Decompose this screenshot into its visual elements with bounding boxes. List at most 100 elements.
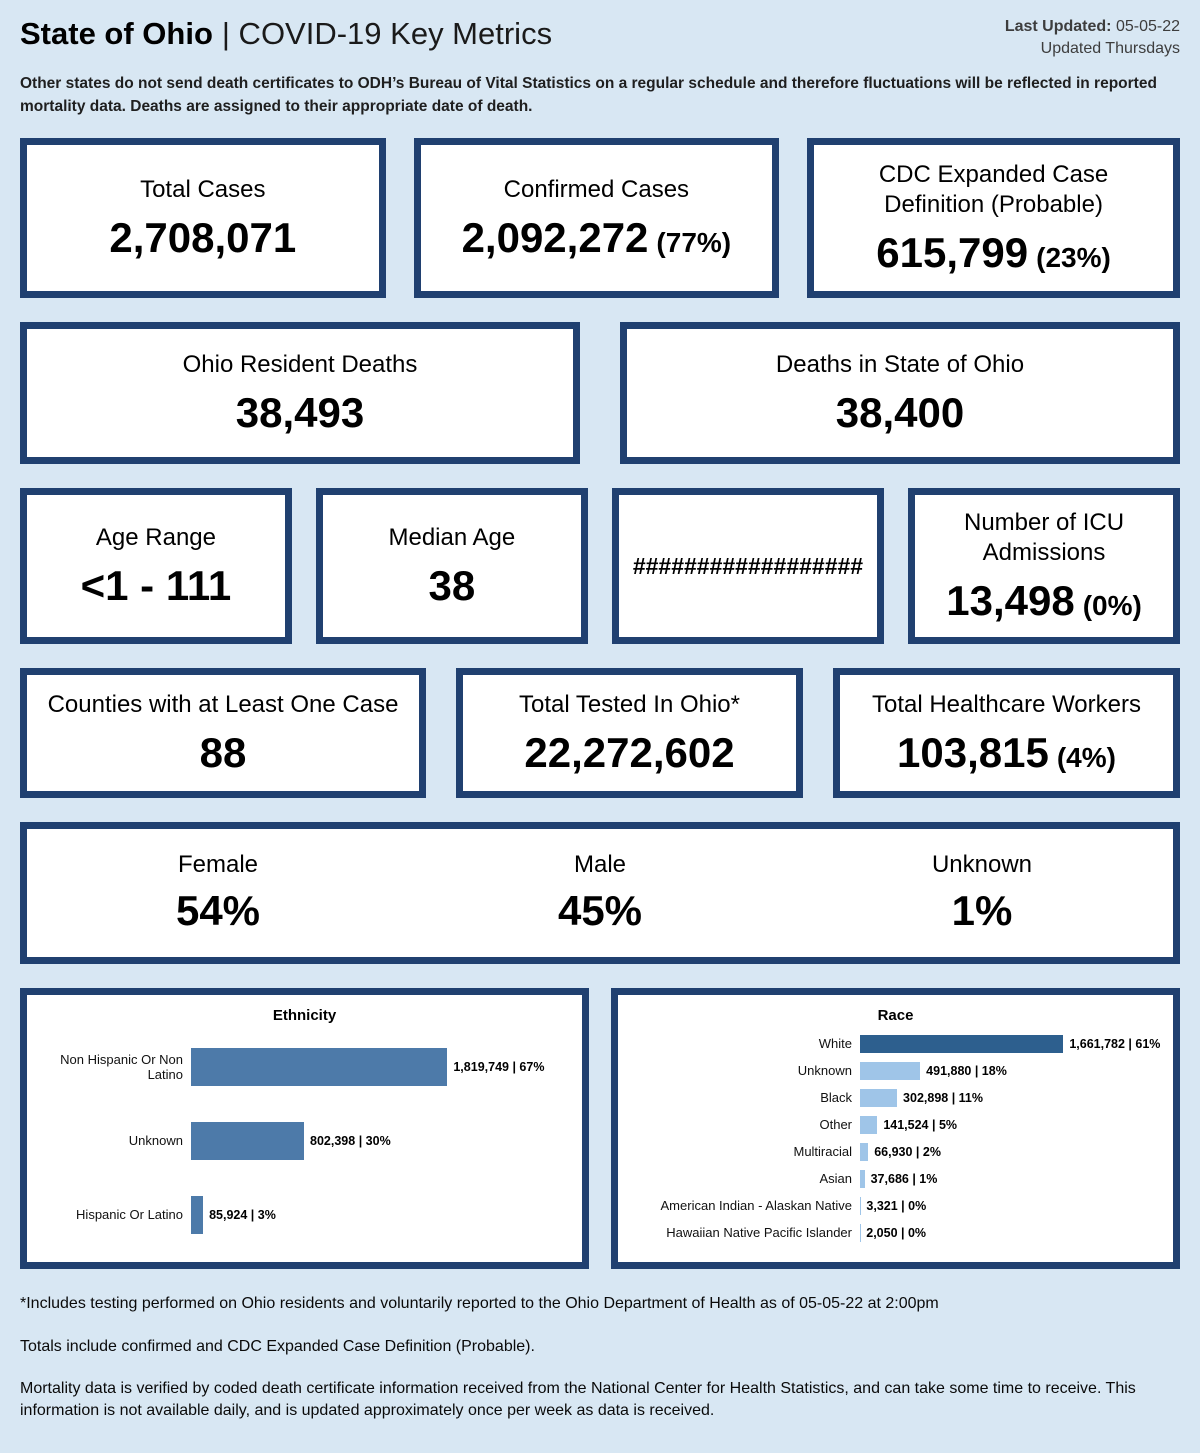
last-updated-block: Last Updated: 05-05-22 Updated Thursdays (1005, 16, 1180, 59)
cases-row: Total Cases 2,708,071 Confirmed Cases 2,… (20, 138, 1180, 298)
bar-value-label: 2,050 | 0% (866, 1226, 926, 1240)
card-median-age: Median Age 38 (316, 488, 588, 644)
card-value: 13,498(0%) (946, 578, 1142, 624)
gender-breakdown-card: Female 54% Male 45% Unknown 1% (20, 822, 1180, 964)
card-percent: (77%) (656, 227, 731, 258)
bar-area: 491,880 | 18% (860, 1062, 1159, 1080)
mortality-disclaimer: Other states do not send death certifica… (20, 73, 1170, 118)
card-value: 88 (200, 730, 247, 776)
page-title: State of Ohio| COVID-19 Key Metrics (20, 16, 552, 52)
gender-value: 54% (27, 887, 409, 935)
card-label: Ohio Resident Deaths (183, 350, 418, 380)
bar-value-label: 141,524 | 5% (883, 1118, 957, 1132)
bar-area: 3,321 | 0% (860, 1197, 1159, 1215)
bar (191, 1048, 447, 1086)
footnote-mortality: Mortality data is verified by coded deat… (20, 1378, 1180, 1423)
card-percent: (23%) (1036, 242, 1111, 273)
page-title-primary: State of Ohio (20, 16, 213, 51)
bar (191, 1122, 304, 1160)
bar-value-label: 37,686 | 1% (871, 1172, 938, 1186)
card-label: Median Age (388, 523, 515, 553)
bar-row: Hispanic Or Latino 85,924 | 3% (41, 1178, 568, 1252)
card-label: Age Range (96, 523, 216, 553)
bar-value-label: 1,661,782 | 61% (1069, 1037, 1160, 1051)
card-percent: (4%) (1057, 742, 1116, 773)
bar-row: White 1,661,782 | 61% (632, 1030, 1159, 1057)
card-probable-cases: CDC Expanded Case Definition (Probable) … (807, 138, 1180, 298)
card-percent: (0%) (1083, 590, 1142, 621)
last-updated-line: Last Updated: 05-05-22 (1005, 16, 1180, 38)
chart-title: Race (632, 1007, 1159, 1024)
bar (860, 1089, 897, 1107)
card-label: CDC Expanded Case Definition (Probable) (828, 160, 1159, 220)
bar-category-label: Unknown (41, 1133, 191, 1149)
deaths-row: Ohio Resident Deaths 38,493 Deaths in St… (20, 322, 1180, 464)
gender-label: Unknown (791, 851, 1173, 879)
card-hash-placeholder: ################## (612, 488, 884, 644)
card-value: 38,400 (836, 390, 964, 436)
bar-area: 66,930 | 2% (860, 1143, 1159, 1161)
bar (860, 1143, 868, 1161)
card-deaths-in-state: Deaths in State of Ohio 38,400 (620, 322, 1180, 464)
testing-row: Counties with at Least One Case 88 Total… (20, 668, 1180, 798)
card-counties: Counties with at Least One Case 88 (20, 668, 426, 798)
chart-title: Ethnicity (41, 1007, 568, 1024)
bar-category-label: White (632, 1036, 860, 1052)
card-label: Total Cases (140, 175, 265, 205)
card-value: 22,272,602 (524, 730, 734, 776)
card-label: Deaths in State of Ohio (776, 350, 1024, 380)
bar-row: American Indian - Alaskan Native 3,321 | … (632, 1192, 1159, 1219)
card-age-range: Age Range <1 - 111 (20, 488, 292, 644)
last-updated-value: 05-05-22 (1116, 18, 1180, 35)
bar-category-label: Non Hispanic Or Non Latino (41, 1052, 191, 1083)
card-value: 615,799(23%) (876, 230, 1111, 276)
card-label: Total Healthcare Workers (872, 690, 1141, 720)
bar (191, 1196, 203, 1234)
footnote-totals: Totals include confirmed and CDC Expande… (20, 1336, 1180, 1358)
bar-area: 85,924 | 3% (191, 1196, 568, 1234)
card-confirmed-cases: Confirmed Cases 2,092,272(77%) (414, 138, 780, 298)
gender-female: Female 54% (27, 851, 409, 935)
bar-value-label: 85,924 | 3% (209, 1208, 276, 1222)
bar-value-label: 491,880 | 18% (926, 1064, 1007, 1078)
age-icu-row: Age Range <1 - 111 Median Age 38 #######… (20, 488, 1180, 644)
card-resident-deaths: Ohio Resident Deaths 38,493 (20, 322, 580, 464)
bar-category-label: Hispanic Or Latino (41, 1207, 191, 1223)
bar-category-label: American Indian - Alaskan Native (632, 1198, 860, 1214)
card-value: 2,092,272(77%) (462, 215, 732, 261)
card-value: 103,815(4%) (897, 730, 1116, 776)
card-label: Confirmed Cases (504, 175, 689, 205)
card-label: Counties with at Least One Case (48, 690, 399, 720)
card-label: Number of ICU Admissions (929, 508, 1159, 568)
gender-value: 45% (409, 887, 791, 935)
card-value: 2,708,071 (109, 215, 296, 261)
bar-row: Hawaiian Native Pacific Islander 2,050 | … (632, 1219, 1159, 1246)
card-value: 38 (429, 563, 476, 609)
gender-male: Male 45% (409, 851, 791, 935)
bar (860, 1062, 920, 1080)
card-value: <1 - 111 (81, 563, 232, 609)
bar-area: 802,398 | 30% (191, 1122, 568, 1160)
bar (860, 1116, 877, 1134)
bar-value-label: 3,321 | 0% (866, 1199, 926, 1213)
card-total-cases: Total Cases 2,708,071 (20, 138, 386, 298)
card-icu-admissions: Number of ICU Admissions 13,498(0%) (908, 488, 1180, 644)
gender-label: Male (409, 851, 791, 879)
bar-category-label: Hawaiian Native Pacific Islander (632, 1225, 860, 1241)
bar-value-label: 802,398 | 30% (310, 1134, 391, 1148)
gender-label: Female (27, 851, 409, 879)
card-value: 38,493 (236, 390, 364, 436)
footnote-testing: *Includes testing performed on Ohio resi… (20, 1293, 1180, 1315)
bar-category-label: Multiracial (632, 1144, 860, 1160)
bar-value-label: 302,898 | 11% (903, 1091, 983, 1105)
card-label: Total Tested In Ohio* (519, 690, 740, 720)
